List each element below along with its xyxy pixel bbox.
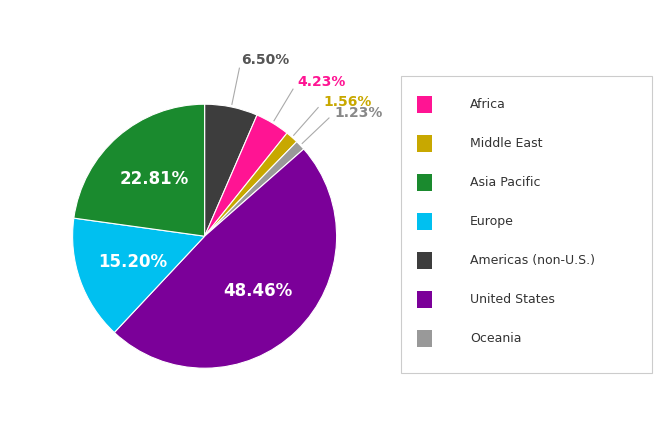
FancyBboxPatch shape bbox=[417, 135, 432, 152]
Text: 4.23%: 4.23% bbox=[297, 75, 345, 89]
Text: 6.50%: 6.50% bbox=[241, 54, 289, 67]
Text: Oceania: Oceania bbox=[470, 332, 521, 345]
FancyBboxPatch shape bbox=[417, 252, 432, 269]
Text: 48.46%: 48.46% bbox=[223, 282, 292, 300]
Text: Middle East: Middle East bbox=[470, 137, 543, 150]
Text: Africa: Africa bbox=[470, 98, 506, 111]
Wedge shape bbox=[74, 104, 205, 236]
FancyBboxPatch shape bbox=[401, 76, 652, 373]
FancyBboxPatch shape bbox=[417, 174, 432, 191]
FancyBboxPatch shape bbox=[417, 213, 432, 230]
Wedge shape bbox=[205, 142, 304, 236]
Text: Europe: Europe bbox=[470, 215, 513, 228]
Text: Asia Pacific: Asia Pacific bbox=[470, 176, 541, 189]
FancyBboxPatch shape bbox=[417, 96, 432, 113]
FancyBboxPatch shape bbox=[417, 330, 432, 347]
FancyBboxPatch shape bbox=[417, 291, 432, 308]
Wedge shape bbox=[205, 115, 287, 236]
Wedge shape bbox=[73, 218, 205, 333]
Wedge shape bbox=[205, 104, 257, 236]
Text: Americas (non-U.S.): Americas (non-U.S.) bbox=[470, 254, 595, 267]
Text: United States: United States bbox=[470, 293, 555, 306]
Text: 22.81%: 22.81% bbox=[119, 169, 189, 187]
Wedge shape bbox=[114, 149, 337, 368]
Text: 1.23%: 1.23% bbox=[335, 106, 383, 120]
Text: 15.20%: 15.20% bbox=[98, 253, 167, 271]
Wedge shape bbox=[205, 133, 297, 236]
Text: 1.56%: 1.56% bbox=[323, 95, 372, 109]
